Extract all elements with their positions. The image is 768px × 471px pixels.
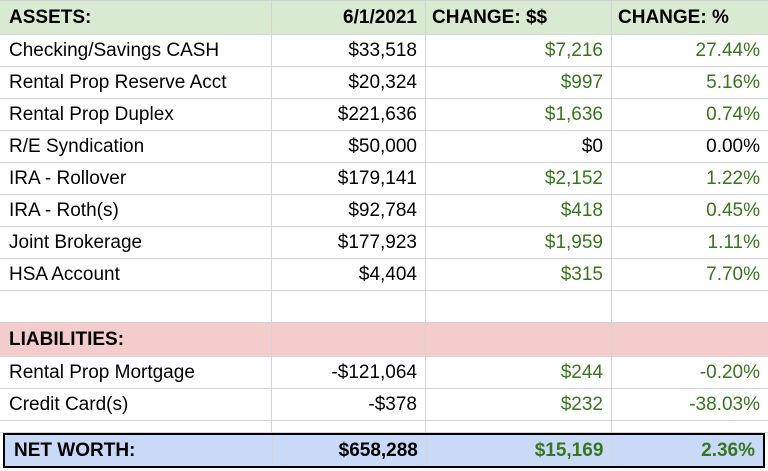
asset-value[interactable]: $50,000	[272, 131, 426, 163]
net-worth-pct[interactable]: 2.36%	[612, 435, 763, 466]
asset-name[interactable]: HSA Account	[0, 259, 272, 291]
date-column-header[interactable]: 6/1/2021	[272, 1, 426, 35]
asset-change[interactable]: $0	[426, 131, 612, 163]
spacer-cell	[272, 421, 426, 433]
empty-cell[interactable]	[426, 323, 612, 357]
table-row: Rental Prop Mortgage -$121,064 $244 -0.2…	[0, 357, 768, 389]
table-row: Joint Brokerage $177,923 $1,959 1.11%	[0, 227, 768, 259]
spacer-cell	[612, 421, 768, 433]
liability-name[interactable]: Credit Card(s)	[0, 389, 272, 421]
asset-name[interactable]: R/E Syndication	[0, 131, 272, 163]
liabilities-header-row: LIABILITIES:	[0, 323, 768, 357]
spacer-cell	[0, 421, 272, 433]
net-worth-label[interactable]: NET WORTH:	[5, 435, 274, 466]
table-row: IRA - Rollover $179,141 $2,152 1.22%	[0, 163, 768, 195]
asset-value[interactable]: $20,324	[272, 67, 426, 99]
liability-change[interactable]: $232	[426, 389, 612, 421]
table-row: Rental Prop Duplex $221,636 $1,636 0.74%	[0, 99, 768, 131]
asset-value[interactable]: $33,518	[272, 35, 426, 67]
asset-change[interactable]: $418	[426, 195, 612, 227]
table-row: Rental Prop Reserve Acct $20,324 $997 5.…	[0, 67, 768, 99]
asset-pct[interactable]: 0.45%	[612, 195, 768, 227]
asset-pct[interactable]: 1.11%	[612, 227, 768, 259]
empty-cell[interactable]	[612, 323, 768, 357]
asset-name[interactable]: Rental Prop Duplex	[0, 99, 272, 131]
asset-change[interactable]: $2,152	[426, 163, 612, 195]
table-row: R/E Syndication $50,000 $0 0.00%	[0, 131, 768, 163]
asset-change[interactable]: $1,636	[426, 99, 612, 131]
liability-value[interactable]: -$121,064	[272, 357, 426, 389]
liability-name[interactable]: Rental Prop Mortgage	[0, 357, 272, 389]
table-row: IRA - Roth(s) $92,784 $418 0.45%	[0, 195, 768, 227]
table-row: Credit Card(s) -$378 $232 -38.03%	[0, 389, 768, 421]
change-pct-column-header[interactable]: CHANGE: %	[612, 1, 768, 35]
asset-pct[interactable]: 5.16%	[612, 67, 768, 99]
assets-header-label[interactable]: ASSETS:	[0, 1, 272, 35]
empty-cell[interactable]	[272, 291, 426, 323]
liability-value[interactable]: -$378	[272, 389, 426, 421]
spacer-row	[0, 421, 768, 433]
asset-pct[interactable]: 0.00%	[612, 131, 768, 163]
asset-change[interactable]: $997	[426, 67, 612, 99]
asset-name[interactable]: Joint Brokerage	[0, 227, 272, 259]
liability-change[interactable]: $244	[426, 357, 612, 389]
asset-value[interactable]: $177,923	[272, 227, 426, 259]
spacer-cell	[426, 421, 612, 433]
net-worth-row: NET WORTH: $658,288 $15,169 2.36%	[3, 433, 765, 468]
asset-name[interactable]: IRA - Roth(s)	[0, 195, 272, 227]
asset-name[interactable]: IRA - Rollover	[0, 163, 272, 195]
liability-pct[interactable]: -38.03%	[612, 389, 768, 421]
asset-pct[interactable]: 7.70%	[612, 259, 768, 291]
asset-value[interactable]: $179,141	[272, 163, 426, 195]
table-row: HSA Account $4,404 $315 7.70%	[0, 259, 768, 291]
empty-cell[interactable]	[272, 323, 426, 357]
empty-row	[0, 291, 768, 323]
asset-pct[interactable]: 27.44%	[612, 35, 768, 67]
net-worth-change[interactable]: $15,169	[426, 435, 613, 466]
liabilities-header-label[interactable]: LIABILITIES:	[0, 323, 272, 357]
change-dollars-column-header[interactable]: CHANGE: $$	[426, 1, 612, 35]
asset-name[interactable]: Rental Prop Reserve Acct	[0, 67, 272, 99]
asset-value[interactable]: $92,784	[272, 195, 426, 227]
asset-value[interactable]: $221,636	[272, 99, 426, 131]
liability-pct[interactable]: -0.20%	[612, 357, 768, 389]
empty-cell[interactable]	[0, 291, 272, 323]
asset-change[interactable]: $1,959	[426, 227, 612, 259]
asset-change[interactable]: $315	[426, 259, 612, 291]
asset-change[interactable]: $7,216	[426, 35, 612, 67]
asset-value[interactable]: $4,404	[272, 259, 426, 291]
asset-pct[interactable]: 0.74%	[612, 99, 768, 131]
asset-pct[interactable]: 1.22%	[612, 163, 768, 195]
asset-name[interactable]: Checking/Savings CASH	[0, 35, 272, 67]
empty-cell[interactable]	[426, 291, 612, 323]
empty-cell[interactable]	[612, 291, 768, 323]
table-row: Checking/Savings CASH $33,518 $7,216 27.…	[0, 35, 768, 67]
assets-header-row: ASSETS: 6/1/2021 CHANGE: $$ CHANGE: %	[0, 1, 768, 35]
net-worth-value[interactable]: $658,288	[273, 435, 427, 466]
